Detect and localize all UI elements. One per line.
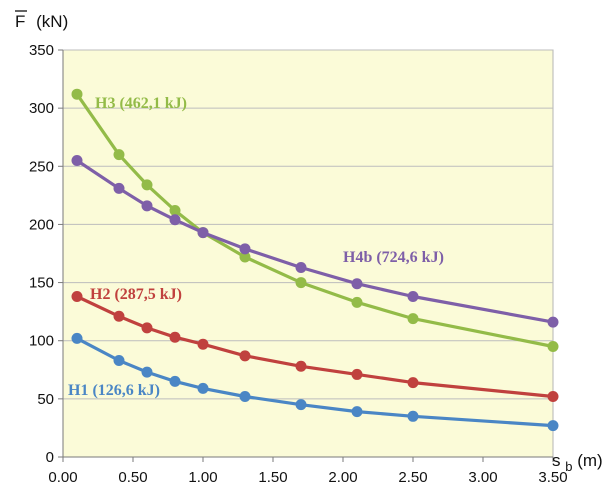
series-layer: [71, 88, 559, 432]
x-tick-label: 3.00: [468, 469, 497, 486]
data-point: [113, 149, 125, 161]
axes: 0 50 100 150 200 250 300 350 0.00 0.50 1.00 1.50 2.0…: [29, 42, 568, 486]
series-line: [76, 336, 554, 428]
y-axis-symbol: F: [15, 12, 25, 31]
data-point: [71, 291, 83, 303]
x-axis-title: s b (m): [552, 451, 603, 475]
y-axis-unit: (kN): [36, 12, 68, 31]
x-tick-label: 0.50: [118, 469, 147, 486]
data-point: [351, 406, 363, 418]
data-point: [169, 375, 181, 387]
series-group: [71, 291, 559, 403]
series-group: [71, 154, 559, 328]
y-axis-title: F (kN): [15, 12, 68, 31]
data-point: [141, 179, 153, 191]
series-group: [71, 88, 559, 353]
y-tick-label: 0: [46, 449, 54, 466]
data-point: [169, 214, 181, 226]
series-label: H2 (287,5 kJ): [90, 286, 182, 303]
axis-titles: F (kN) s b (m): [15, 10, 603, 475]
series-label: H1 (126,6 kJ): [68, 382, 160, 399]
labels: H1 (126,6 kJ) H2 (287,5 kJ) H3 (462,1 kJ) H…: [68, 95, 444, 399]
data-point: [141, 322, 153, 334]
data-point: [295, 277, 307, 289]
y-tick-label: 50: [37, 391, 54, 408]
data-point: [295, 399, 307, 411]
data-point: [407, 410, 419, 422]
data-point: [113, 182, 125, 194]
x-tick-label: 3.50: [538, 469, 567, 486]
data-point: [197, 382, 209, 394]
data-point: [197, 227, 209, 239]
x-tick-label: 1.50: [258, 469, 287, 486]
y-tick-label: 250: [29, 158, 54, 175]
data-point: [295, 360, 307, 372]
data-point: [239, 350, 251, 362]
series-group: [71, 332, 559, 432]
data-point: [197, 338, 209, 350]
data-point: [351, 278, 363, 290]
data-point: [351, 368, 363, 380]
data-point: [71, 154, 83, 166]
data-point: [547, 341, 559, 353]
data-point: [113, 354, 125, 366]
y-tick-label: 350: [29, 42, 54, 59]
x-tick-label: 2.00: [328, 469, 357, 486]
x-tick-label: 0.00: [48, 469, 77, 486]
y-tick-label: 300: [29, 100, 54, 117]
data-point: [407, 291, 419, 303]
x-axis-symbol: s: [552, 451, 561, 470]
data-point: [169, 331, 181, 343]
data-point: [239, 243, 251, 255]
data-point: [239, 391, 251, 403]
y-tick-label: 200: [29, 216, 54, 233]
x-tick-label: 2.50: [398, 469, 427, 486]
series-line: [76, 159, 554, 324]
y-tick-label: 100: [29, 333, 54, 350]
data-point: [407, 313, 419, 325]
data-point: [71, 332, 83, 344]
series-line: [76, 295, 554, 399]
data-point: [239, 251, 251, 263]
data-point: [141, 366, 153, 378]
series-label: H3 (462,1 kJ): [95, 95, 187, 112]
data-point: [295, 261, 307, 273]
series-line: [75, 93, 554, 349]
data-point: [547, 420, 559, 432]
y-tick-label: 150: [29, 275, 54, 292]
x-axis-subscript: b: [565, 459, 572, 474]
data-point: [407, 377, 419, 389]
x-axis-unit: (m): [577, 451, 602, 470]
data-point: [547, 391, 559, 403]
data-point: [169, 204, 181, 216]
data-point: [547, 316, 559, 328]
data-point: [71, 88, 83, 100]
data-point: [141, 200, 153, 212]
series-label: H4b (724,6 kJ): [343, 249, 444, 266]
x-tick-label: 1.00: [188, 469, 217, 486]
data-point: [113, 310, 125, 322]
data-point: [351, 296, 363, 308]
